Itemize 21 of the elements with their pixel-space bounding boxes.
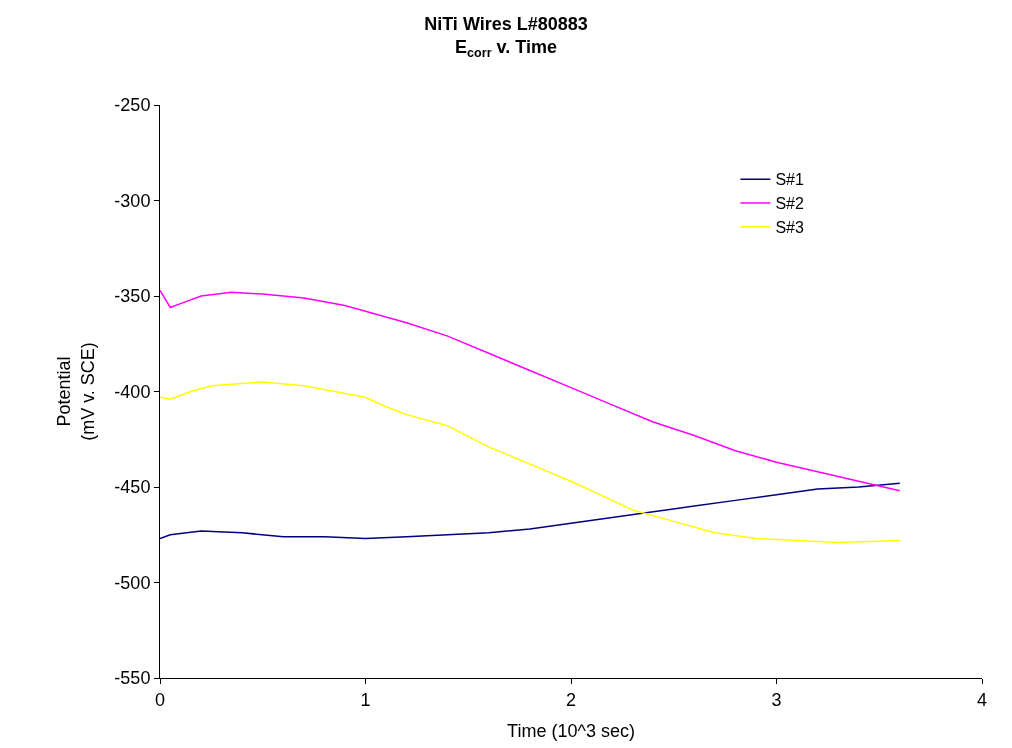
y-tick-label: -500 [114, 572, 151, 593]
line-series [160, 289, 901, 492]
y-tick-label: -350 [114, 286, 151, 307]
line-series [160, 381, 901, 544]
x-tick-label: 0 [154, 689, 166, 710]
x-tick-label: 3 [771, 689, 782, 710]
x-tick-label: 1 [360, 689, 371, 710]
y-axis-title: Potential (mV v. SCE) [54, 342, 98, 441]
y-tick-label: -550 [114, 668, 151, 689]
y-tick-label: -400 [114, 381, 151, 402]
x-tick-label: 2 [565, 689, 577, 710]
line-series [160, 482, 901, 540]
y-tick-label: -300 [114, 190, 151, 211]
chart-title: NiTi Wires L#80883 E$_{corr}$ v. Time [424, 13, 588, 61]
y-tick-label: -450 [114, 477, 151, 498]
legend-label: S#2 [775, 195, 804, 213]
x-axis-title: Time (10^3 sec) [507, 720, 635, 741]
legend-label: S#3 [775, 219, 804, 237]
legend-label: S#1 [775, 171, 804, 189]
x-tick-label: 4 [976, 689, 988, 710]
y-tick-label: -250 [114, 95, 151, 116]
